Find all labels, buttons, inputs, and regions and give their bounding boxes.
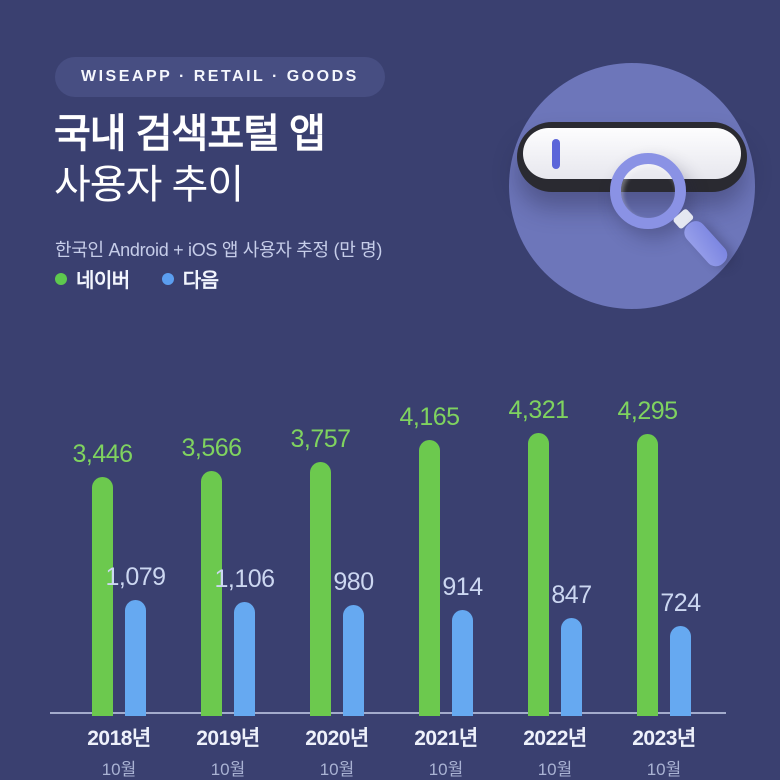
naver-bar (310, 462, 331, 716)
x-axis-category: 2018년 10월 (49, 722, 189, 780)
magnifier-icon (610, 153, 686, 229)
daum-value-label: 1,106 (214, 565, 275, 593)
brand-badge: WISEAPP · RETAIL · GOODS (55, 57, 385, 97)
category-year: 2020년 (305, 727, 369, 750)
daum-value-label: 980 (333, 568, 374, 596)
daum-bar (343, 605, 364, 716)
x-axis-category: 2021년 10월 (376, 722, 516, 780)
category-year: 2022년 (523, 727, 587, 750)
naver-value-label: 4,295 (617, 397, 678, 425)
category-month: 10월 (646, 760, 682, 779)
daum-value-label: 724 (660, 589, 701, 617)
daum-value-label: 847 (551, 581, 592, 609)
naver-value-label: 3,566 (181, 434, 242, 462)
category-month: 10월 (537, 760, 573, 779)
category-month: 10월 (319, 760, 355, 779)
magnifier-collar (672, 207, 695, 230)
illustration-circle (509, 63, 755, 309)
naver-value-label: 3,757 (290, 425, 351, 453)
legend: 네이버 다음 (55, 264, 219, 293)
naver-dot-icon (55, 272, 67, 285)
daum-value-label: 1,079 (105, 563, 166, 591)
daum-value-label: 914 (442, 573, 483, 601)
x-axis-line (50, 712, 726, 714)
legend-label-daum: 다음 (182, 270, 219, 292)
daum-bar (234, 602, 255, 716)
brand-badge-label: WISEAPP · RETAIL · GOODS (81, 68, 359, 85)
category-year: 2021년 (414, 727, 478, 750)
naver-bar (419, 440, 440, 716)
daum-bar (561, 618, 582, 716)
chart-subtitle: 한국인 Android + iOS 앱 사용자 추정 (만 명) (55, 240, 383, 260)
category-year: 2019년 (196, 727, 260, 750)
page-title-line1: 국내 검색포털 앱 (54, 112, 326, 156)
x-axis-category: 2019년 10월 (158, 722, 298, 780)
naver-value-label: 4,165 (399, 403, 460, 431)
naver-bar (528, 433, 549, 716)
naver-bar (201, 471, 222, 716)
naver-bar (637, 434, 658, 716)
x-axis-category: 2020년 10월 (267, 722, 407, 780)
daum-bar (670, 626, 691, 716)
legend-item-daum: 다음 (161, 264, 219, 293)
magnifier-grip (680, 217, 732, 271)
category-year: 2018년 (87, 727, 151, 750)
bar-chart: 3,446 1,079 2018년 10월 3,566 1,106 2019년 10월 3,75… (0, 330, 780, 780)
category-year: 2023년 (632, 727, 696, 750)
magnifier-handle (671, 207, 732, 271)
naver-value-label: 4,321 (508, 396, 569, 424)
daum-bar (125, 600, 146, 716)
search-bar-icon (517, 122, 747, 192)
daum-bar (452, 610, 473, 716)
x-axis-category: 2022년 10월 (485, 722, 625, 780)
daum-dot-icon (161, 272, 174, 285)
naver-value-label: 3,446 (72, 440, 133, 468)
page-title-line2: 사용자 추이 (54, 163, 244, 207)
text-cursor-icon (552, 139, 560, 169)
x-axis-category: 2023년 10월 (594, 722, 734, 780)
category-month: 10월 (428, 760, 464, 779)
category-month: 10월 (210, 760, 246, 779)
legend-label-naver: 네이버 (76, 270, 130, 292)
naver-bar (92, 477, 113, 716)
search-bar-field (523, 128, 741, 179)
legend-item-naver: 네이버 (55, 264, 130, 293)
category-month: 10월 (101, 760, 137, 779)
